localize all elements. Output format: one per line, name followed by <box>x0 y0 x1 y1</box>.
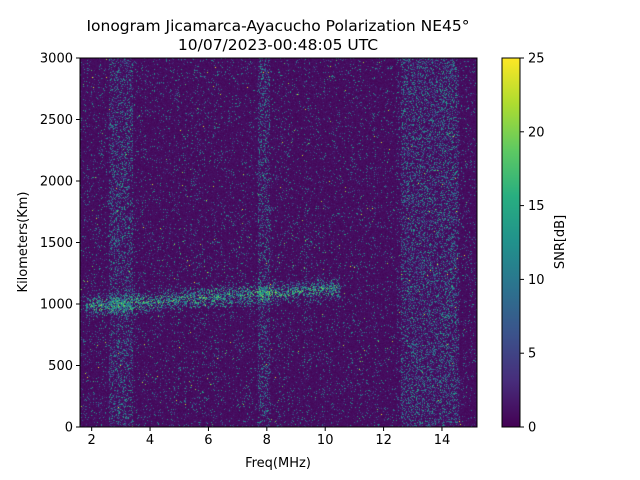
y-axis: 0 500 1000 1500 2000 2500 3000 <box>40 52 80 436</box>
y-tick-label: 1000 <box>40 298 73 313</box>
y-tick-label: 3000 <box>40 52 73 67</box>
y-tick-label: 500 <box>48 359 73 374</box>
x-axis-label: Freq(MHz) <box>245 456 311 471</box>
colorbar-tick-label: 20 <box>528 125 545 140</box>
colorbar-tick-label: 5 <box>528 347 536 362</box>
y-tick-label: 0 <box>65 421 73 436</box>
heatmap-plot-area <box>79 57 478 428</box>
colorbar-ticks: 0 5 10 15 20 25 <box>520 52 545 436</box>
x-tick-label: 6 <box>204 433 212 448</box>
y-tick-label: 2000 <box>40 175 73 190</box>
colorbar-tick-label: 15 <box>528 199 545 214</box>
x-axis: 2 4 6 8 10 12 14 <box>88 427 451 448</box>
x-tick-label: 10 <box>317 433 334 448</box>
x-tick-label: 4 <box>146 433 154 448</box>
y-tick-label: 2500 <box>40 113 73 128</box>
y-axis-label: Kilometers(Km) <box>16 192 31 293</box>
colorbar-tick-label: 0 <box>528 421 536 436</box>
snr-heatmap <box>80 58 477 427</box>
colorbar-tick-label: 10 <box>528 273 545 288</box>
y-tick-label: 1500 <box>40 236 73 251</box>
colorbar-label: SNR[dB] <box>553 215 568 269</box>
colorbar-gradient <box>501 57 521 428</box>
chart-title: Ionogram Jicamarca-Ayacucho Polarization… <box>86 17 469 35</box>
chart-subtitle: 10/07/2023-00:48:05 UTC <box>178 36 378 54</box>
x-tick-label: 2 <box>88 433 96 448</box>
x-tick-label: 8 <box>263 433 271 448</box>
colorbar: 0 5 10 15 20 25 SNR[dB] <box>501 52 568 436</box>
colorbar-tick-label: 25 <box>528 52 545 67</box>
x-tick-label: 12 <box>375 433 392 448</box>
x-tick-label: 14 <box>434 433 451 448</box>
